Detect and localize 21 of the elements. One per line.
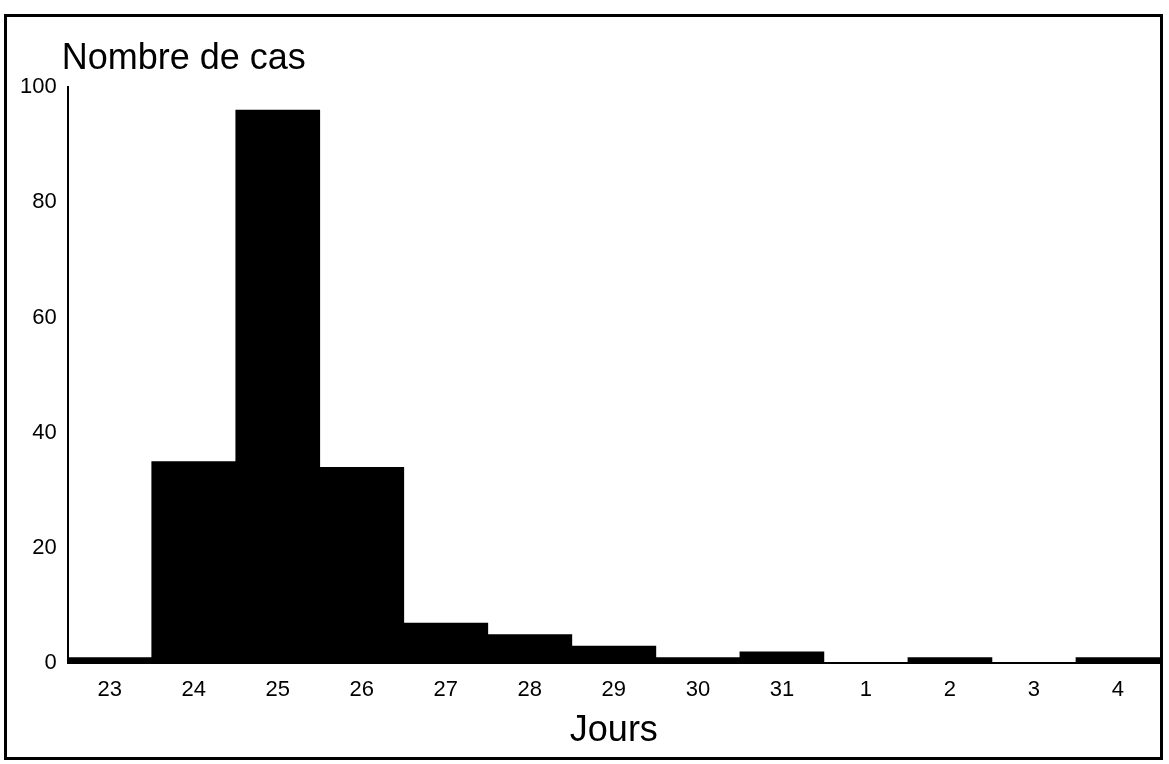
y-tick-label: 60 [32,303,57,329]
y-tick-label: 40 [32,418,57,444]
x-tick-label: 24 [181,675,206,701]
x-tick-label: 26 [349,675,375,701]
y-tick-label: 100 [19,73,57,99]
y-tick-label: 20 [32,534,57,560]
y-tick-label: 80 [32,188,57,214]
x-tick-label: 30 [685,675,711,701]
x-tick-label: 3 [1027,675,1041,701]
x-tick-label: 28 [517,675,543,701]
x-tick-label: 27 [433,675,459,701]
y-axis-title: Nombre de cas [61,35,306,77]
x-tick-label: 2 [943,675,957,701]
x-tick-label: 4 [1111,675,1125,701]
x-tick-label: 1 [859,675,873,701]
x-tick-label: 25 [265,675,290,701]
y-tick-label: 0 [44,649,57,675]
x-tick-label: 31 [769,675,795,701]
x-tick-label: 29 [601,675,627,701]
x-tick-label: 23 [97,675,122,701]
x-axis-title: Jours [569,708,658,750]
